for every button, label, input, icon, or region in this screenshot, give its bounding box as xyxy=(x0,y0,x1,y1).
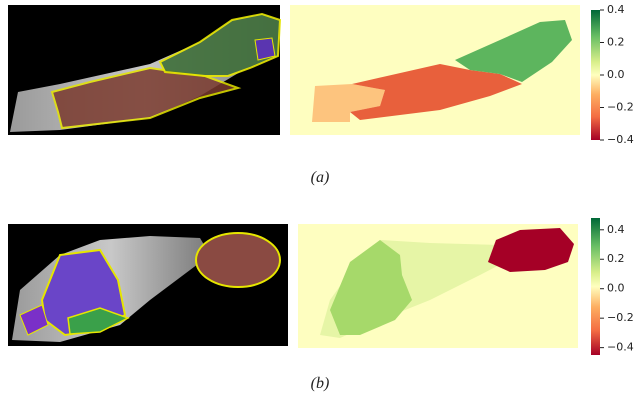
caption: (a) xyxy=(311,169,330,186)
image-scores-a xyxy=(290,5,580,135)
figure: (a) (b) 0.4 0.2 0.0 −0.2 −0.4 0.4 0.2 0.0 −0.2 −0… xyxy=(0,0,639,404)
colorbar-tick-label: 0.2 xyxy=(607,252,625,265)
colorbar-tick-label: −0.2 xyxy=(607,311,634,324)
image-overlay-b xyxy=(8,224,288,346)
colorbar xyxy=(591,218,600,355)
image-scores-b xyxy=(298,224,578,348)
colorbar xyxy=(591,10,600,140)
colorbar-tick-label: −0.4 xyxy=(607,341,634,354)
colorbar-tick-label: 0.0 xyxy=(607,68,625,81)
colorbar-tick-label: 0.4 xyxy=(607,223,625,236)
colorbar-tick-label: −0.2 xyxy=(607,101,634,114)
colorbar-tick-label: −0.4 xyxy=(607,133,634,146)
colorbar-tick-label: 0.4 xyxy=(607,3,625,16)
image-overlay-a xyxy=(8,5,280,135)
caption: (b) xyxy=(311,375,330,392)
colorbar-tick-label: 0.0 xyxy=(607,282,625,295)
colorbar-tick-label: 0.2 xyxy=(607,36,625,49)
